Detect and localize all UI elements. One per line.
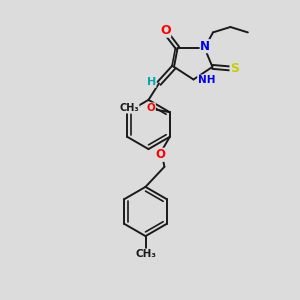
Text: methoxy: methoxy	[138, 107, 144, 109]
Text: N: N	[200, 40, 210, 53]
Text: NH: NH	[198, 75, 215, 85]
Text: O: O	[156, 148, 166, 161]
Text: O: O	[146, 103, 155, 113]
Text: O: O	[160, 24, 171, 37]
Text: H: H	[147, 77, 156, 87]
Text: CH₃: CH₃	[135, 249, 156, 259]
Text: CH₃: CH₃	[119, 103, 139, 113]
Text: S: S	[230, 62, 239, 75]
